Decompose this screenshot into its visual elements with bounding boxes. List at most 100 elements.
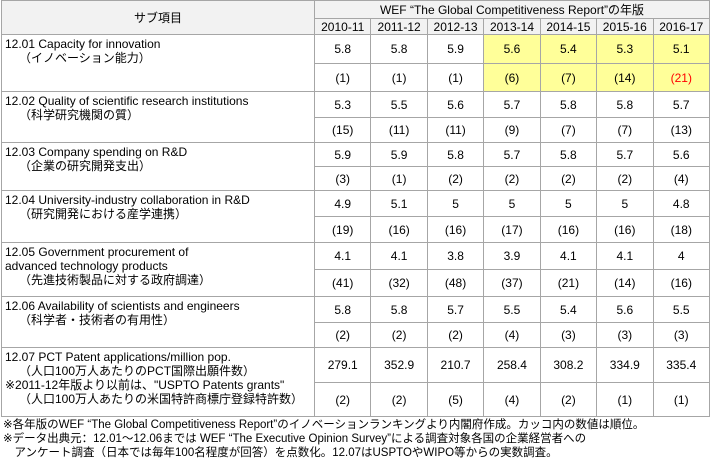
item-label: 12.04 University-industry collaboration … (1, 190, 315, 243)
label-line: 12.04 University-industry collaboration … (5, 193, 250, 207)
label-line: （イノベーション能力） (19, 51, 151, 65)
rank-cell: (3) (313, 166, 372, 191)
rank-cell: (2) (426, 322, 485, 348)
rank-cell: (4) (483, 382, 541, 417)
score-cell: 5.9 (426, 34, 485, 64)
label-line: （研究開発における産学連携） (19, 207, 188, 221)
score-cell: 5.5 (483, 296, 541, 323)
score-cell: 5.7 (483, 91, 541, 118)
label-line: （人口100万人あたりの米国特許商標庁登録特許数） (19, 392, 304, 406)
score-cell: 210.7 (426, 347, 485, 383)
rank-cell: (7) (539, 117, 598, 143)
rank-cell: (16) (426, 216, 485, 243)
row: (3) (1) (2) (2) (2) (2) (4) (2, 166, 711, 191)
year-header: 2014-15 (539, 18, 598, 35)
rank-cell: (37) (483, 269, 541, 297)
rank-cell: (9) (483, 117, 541, 143)
rank-cell: (2) (483, 166, 541, 191)
rank-cell: (1) (370, 166, 428, 191)
footnote: アンケート調査（日本では毎年100名程度が回答）を点数化。12.07はUSPTO… (3, 447, 558, 459)
label-line: 12.06 Availability of scientists and eng… (5, 299, 240, 313)
rank-cell: (1) (313, 63, 372, 92)
row: 12.02 Quality of scientific research ins… (1, 91, 711, 143)
score-cell: 279.1 (313, 347, 372, 383)
row: 12.07 PCT Patent applications/million po… (1, 347, 711, 417)
rank-cell: (2) (539, 166, 598, 191)
rank-cell: (7) (539, 63, 598, 92)
rank-cell: (21) (539, 269, 598, 297)
score-cell: 5 (539, 190, 598, 217)
rank-cell: (14) (596, 63, 654, 92)
score-cell: 5.5 (652, 296, 711, 323)
rank-cell: (14) (596, 269, 654, 297)
item-label: 12.01 Capacity for innovation （イノベーション能力） (1, 34, 315, 92)
score-cell: 5.3 (313, 91, 372, 118)
rank-cell: (4) (483, 322, 541, 348)
label-line: 12.02 Quality of scientific research ins… (5, 94, 249, 108)
score-cell: 5.7 (483, 142, 541, 167)
rank-cell: (2) (596, 166, 654, 191)
rank-cell: (6) (483, 63, 541, 92)
score-cell: 5.7 (652, 91, 711, 118)
rank-cell: (11) (426, 117, 485, 143)
score-cell: 5.9 (313, 142, 372, 167)
row: (19) (16) (16) (17) (16) (16) (18) (2, 216, 711, 243)
score-cell: 5.6 (426, 91, 485, 118)
score-cell: 334.9 (596, 347, 654, 383)
rank-cell: (32) (370, 269, 428, 297)
rank-cell: (3) (539, 322, 598, 348)
score-cell: 5.9 (370, 142, 428, 167)
rank-cell: (2) (370, 382, 428, 417)
row: (1) (1) (1) (6) (7) (14) (21) (2, 63, 711, 92)
label-line: 12.01 Capacity for innovation (5, 37, 161, 51)
score-cell: 5.4 (539, 296, 598, 323)
label-line: （人口100万人あたりのPCT国際出願件数） (19, 364, 256, 378)
rank-cell: (19) (313, 216, 372, 243)
rank-cell: (11) (370, 117, 428, 143)
row: 12.04 University-industry collaboration … (1, 190, 711, 243)
rank-cell: (2) (370, 322, 428, 348)
score-cell: 5.6 (483, 34, 541, 64)
item-label: 12.02 Quality of scientific research ins… (1, 91, 315, 143)
year-header: 2012-13 (426, 18, 485, 35)
item-label: 12.03 Company spending on R&D （企業の研究開発支出） (1, 142, 315, 191)
row: (2) (2) (5) (4) (2) (1) (1) (2, 382, 711, 417)
rank-cell: (48) (426, 269, 485, 297)
score-cell: 5.7 (596, 142, 654, 167)
label-line: （先進技術製品に対する政府調達） (19, 273, 212, 287)
table: サブ項目 WEF “The Global Competitiveness Rep… (1, 0, 711, 417)
score-cell: 5.8 (426, 142, 485, 167)
rank-cell: (1) (426, 63, 485, 92)
row: 12.01 Capacity for innovation （イノベーション能力）… (1, 34, 711, 92)
score-cell: 352.9 (370, 347, 428, 383)
row: (15) (11) (11) (9) (7) (7) (13) (2, 117, 711, 143)
footnote: ※各年版のWEF “The Global Competitiveness Rep… (3, 419, 645, 431)
score-cell: 4.1 (539, 242, 598, 270)
year-header: 2010-11 (313, 18, 372, 35)
rank-cell: (13) (652, 117, 711, 143)
score-cell: 5 (596, 190, 654, 217)
score-cell: 5.8 (370, 296, 428, 323)
score-cell: 4.1 (370, 242, 428, 270)
rank-cell: (2) (539, 382, 598, 417)
label-line: advanced technology products (5, 259, 168, 273)
score-cell: 308.2 (539, 347, 598, 383)
rank-cell: (2) (426, 166, 485, 191)
score-cell: 5 (483, 190, 541, 217)
rank-cell: (1) (596, 382, 654, 417)
score-cell: 5.3 (596, 34, 654, 64)
score-cell: 5.1 (652, 34, 711, 64)
label-line: 12.07 PCT Patent applications/million po… (5, 350, 231, 364)
label-line: 12.03 Company spending on R&D (5, 145, 188, 159)
year-header: 2013-14 (483, 18, 541, 35)
rank-cell: (16) (596, 216, 654, 243)
rank-cell: (2) (313, 382, 372, 417)
rank-cell: (1) (652, 382, 711, 417)
row: (2) (2) (2) (4) (3) (3) (3) (2, 322, 711, 348)
score-cell: 5.6 (652, 142, 711, 167)
rank-cell: (16) (652, 269, 711, 297)
score-cell: 5.1 (370, 190, 428, 217)
score-cell: 258.4 (483, 347, 541, 383)
rank-cell: (2) (313, 322, 372, 348)
